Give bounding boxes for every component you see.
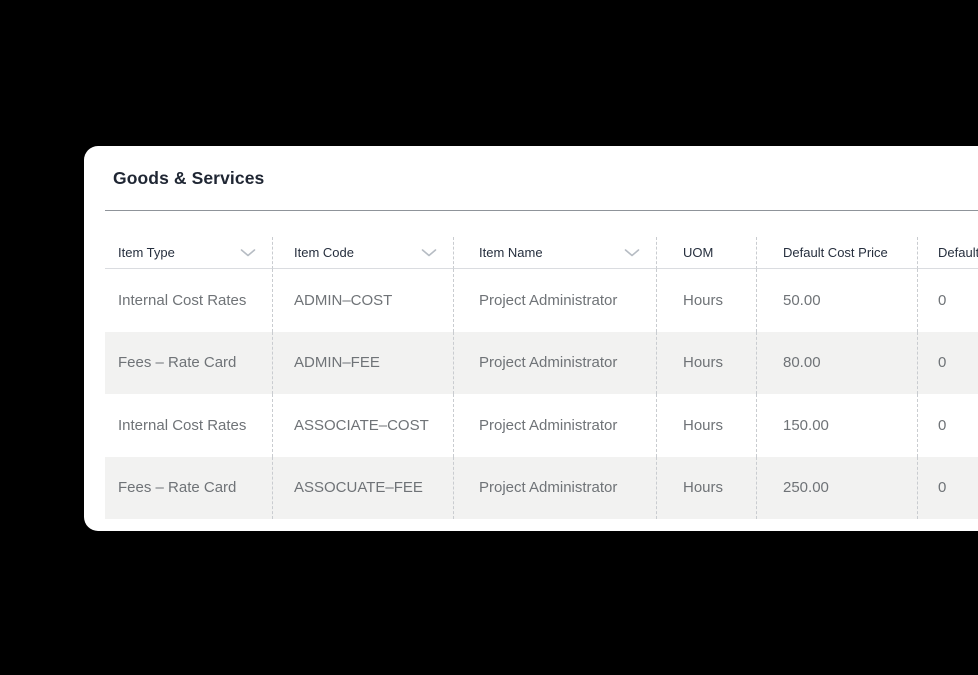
cell-item-name: Project Administrator: [453, 394, 656, 457]
column-header-label: Default: [938, 245, 978, 260]
cell-default: 0: [917, 269, 978, 332]
goods-services-table: Item Type Item Code Item Name UOM: [105, 237, 978, 519]
cell-item-code: ADMIN–FEE: [272, 331, 453, 394]
cell-default: 0: [917, 331, 978, 394]
column-header-label: Item Code: [294, 245, 354, 260]
column-header-label: UOM: [683, 245, 714, 260]
cell-uom: Hours: [656, 394, 756, 457]
chevron-down-icon: [240, 248, 256, 257]
cell-default-cost-price: 150.00: [756, 394, 917, 457]
cell-item-code: ASSOCIATE–COST: [272, 394, 453, 457]
cell-uom: Hours: [656, 456, 756, 519]
column-header-label: Item Type: [118, 245, 175, 260]
column-header-default-cost-price: Default Cost Price: [756, 237, 917, 269]
cell-item-type: Internal Cost Rates: [118, 291, 247, 309]
chevron-down-icon: [421, 248, 437, 257]
cell-default-cost-price: 50.00: [756, 269, 917, 332]
column-header-uom: UOM: [656, 237, 756, 269]
column-header-item-type[interactable]: Item Type: [105, 237, 272, 269]
cell-item-name: Project Administrator: [453, 456, 656, 519]
cell-item-code: ASSOCUATE–FEE: [272, 456, 453, 519]
cell-item-type: Fees – Rate Card: [105, 331, 272, 394]
cell-default: 0: [917, 394, 978, 457]
column-header-label: Item Name: [479, 245, 543, 260]
cell-item-name: Project Administrator: [453, 269, 656, 332]
page-title: Goods & Services: [113, 167, 265, 188]
cell-default-cost-price: 80.00: [756, 331, 917, 394]
cell-default-cost-price: 250.00: [756, 456, 917, 519]
column-header-item-name[interactable]: Item Name: [453, 237, 656, 269]
cell-uom: Hours: [656, 331, 756, 394]
cell-default: 0: [917, 456, 978, 519]
card-header: Goods & Services: [84, 146, 978, 210]
column-header-label: Default Cost Price: [783, 245, 888, 260]
cell-item-code: ADMIN–COST: [272, 269, 453, 332]
title-divider: [105, 210, 978, 211]
cell-item-type: Internal Cost Rates: [118, 416, 247, 434]
cell-uom: Hours: [656, 269, 756, 332]
chevron-down-icon: [624, 248, 640, 257]
goods-services-card: Goods & Services Item Type Item Code Ite…: [84, 146, 978, 531]
cell-item-name: Project Administrator: [453, 331, 656, 394]
cell-item-type: Fees – Rate Card: [105, 456, 272, 519]
column-header-default-clipped: Default: [917, 237, 978, 269]
column-header-item-code[interactable]: Item Code: [272, 237, 453, 269]
